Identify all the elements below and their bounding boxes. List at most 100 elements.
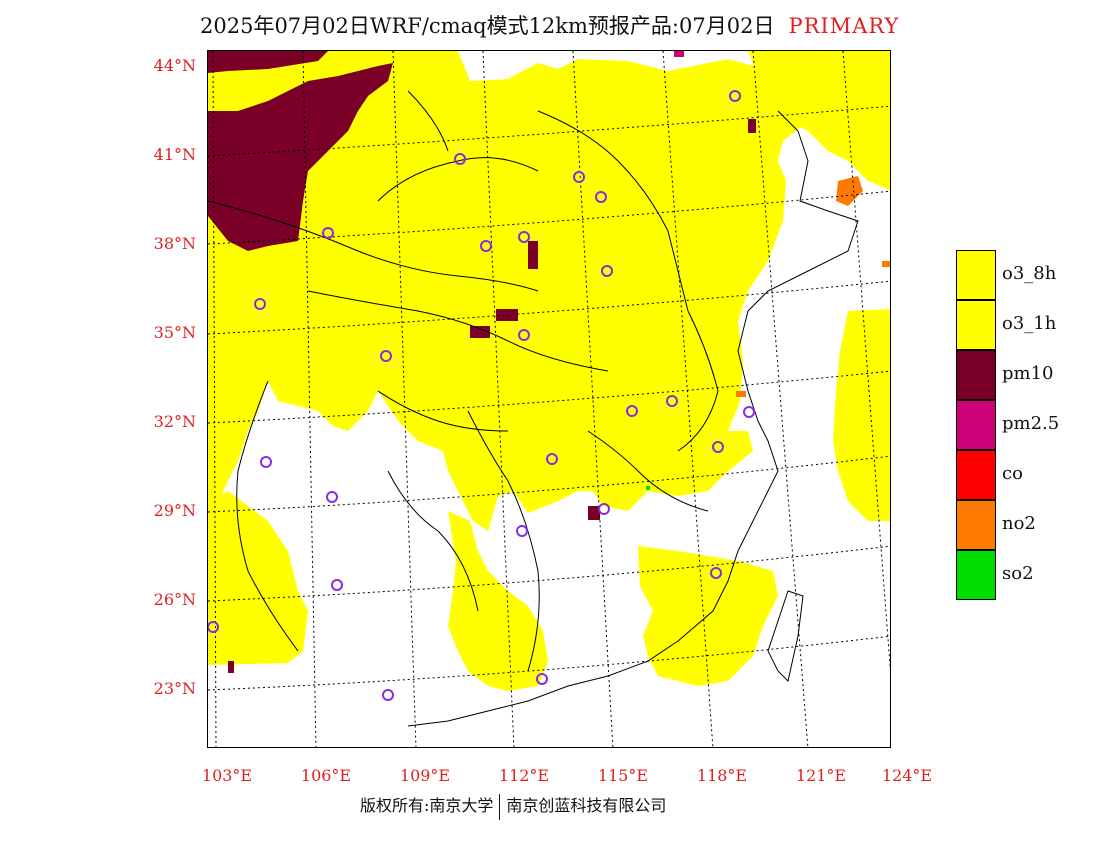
parallel-35	[208, 280, 890, 335]
legend-label-no2: no2	[1002, 513, 1036, 534]
pm10-patch-shanxi	[528, 241, 538, 269]
lon-label-115: 115°E	[597, 766, 649, 785]
copyright-footer: 版权所有:南京大学 南京创蓝科技有限公司	[360, 792, 666, 820]
pm25-patch-north	[674, 51, 684, 57]
station-marker	[331, 579, 343, 591]
station-marker	[454, 153, 466, 165]
o3-region-fujian	[638, 546, 778, 686]
o3-region-main	[208, 51, 828, 531]
o3-region-northeast	[748, 51, 890, 191]
lon-label-121: 121°E	[795, 766, 847, 785]
station-marker	[480, 240, 492, 252]
legend-swatch-o3-8h	[956, 250, 996, 300]
meridian-121	[752, 51, 809, 747]
legend-label-o3-8h: o3_8h	[1002, 263, 1057, 284]
station-marker	[536, 673, 548, 685]
border-b	[307, 290, 609, 372]
lon-label-109: 109°E	[399, 766, 451, 785]
station-marker	[601, 265, 613, 277]
forecast-map-canvas	[208, 51, 890, 747]
boundaries	[208, 90, 859, 727]
station-marker	[710, 567, 722, 579]
pm10-patch-guangxi	[228, 661, 234, 673]
border-a	[208, 200, 539, 292]
border-i	[677, 310, 719, 452]
parallel-23	[208, 635, 890, 691]
map-title-tag: PRIMARY	[788, 14, 900, 38]
pm10-region-northwest	[208, 63, 393, 251]
pm25-layer	[674, 51, 684, 57]
forecast-map	[207, 50, 891, 748]
pm10-region-topstrip	[208, 51, 328, 73]
pm10-patch-hebei	[748, 119, 756, 133]
station-marker	[626, 405, 638, 417]
copyright-right: 南京创蓝科技有限公司	[506, 796, 667, 815]
map-title: 2025年07月02日WRF/cmaq模式12km预报产品:07月02日 PRIM…	[200, 10, 899, 40]
lon-label-112: 112°E	[498, 766, 550, 785]
legend-swatch-no2	[956, 500, 996, 550]
coastline	[407, 110, 859, 727]
border-g	[236, 380, 299, 652]
lat-label-41: 41°N	[153, 145, 196, 164]
station-marker	[666, 395, 678, 407]
legend-swatch-o3-1h	[956, 300, 996, 350]
legend-swatch-pm10	[956, 350, 996, 400]
pm10-patch-henan-b	[496, 309, 518, 321]
legend-swatch-co	[956, 450, 996, 500]
legend-label-o3-1h: o3_1h	[1002, 313, 1057, 334]
lon-label-124: 124°E	[881, 766, 933, 785]
so2-patch	[646, 486, 650, 490]
station-marker	[573, 171, 585, 183]
lat-label-29: 29°N	[153, 501, 196, 520]
border-e	[587, 430, 709, 512]
station-marker	[743, 406, 755, 418]
pm10-patch-jiangxi	[588, 506, 600, 520]
station-markers	[208, 90, 755, 701]
graticule	[208, 51, 890, 747]
lon-label-103: 103°E	[201, 766, 253, 785]
legend-label-pm10: pm10	[1002, 363, 1054, 384]
station-marker	[380, 350, 392, 362]
parallel-38	[208, 190, 890, 245]
station-marker	[382, 689, 394, 701]
lat-label-35: 35°N	[153, 323, 196, 342]
o3-region-south-china	[208, 491, 308, 665]
legend-label-co: co	[1002, 463, 1023, 484]
legend-swatch-pm25	[956, 400, 996, 450]
pm10-patch-henan-a	[470, 326, 490, 338]
lat-label-26: 26°N	[153, 590, 196, 609]
pm10-layer	[208, 51, 756, 673]
parallel-26	[208, 545, 890, 602]
station-marker	[595, 191, 607, 203]
station-marker	[260, 456, 272, 468]
station-marker	[326, 491, 338, 503]
station-marker	[254, 298, 266, 310]
meridian-115	[572, 51, 614, 747]
copyright-left: 版权所有:南京大学	[360, 796, 494, 815]
o3-coverage-layer	[208, 51, 890, 691]
lat-label-44: 44°N	[153, 56, 196, 75]
border-f	[387, 470, 479, 612]
lat-label-38: 38°N	[153, 234, 196, 253]
station-marker	[516, 525, 528, 537]
border-k	[407, 90, 449, 152]
no2-layer	[736, 176, 890, 397]
station-marker	[518, 231, 530, 243]
border-d	[467, 410, 540, 672]
footer-separator	[499, 793, 501, 820]
station-marker	[712, 441, 724, 453]
border-h	[537, 110, 689, 312]
station-marker	[208, 621, 219, 633]
meridian-112	[482, 51, 515, 747]
parallel-29	[208, 455, 890, 513]
o3-region-guangdong	[448, 511, 548, 691]
legend-label-so2: so2	[1002, 563, 1034, 584]
station-marker	[518, 329, 530, 341]
station-marker	[598, 503, 610, 515]
parallel-32	[208, 370, 890, 424]
legend-swatch-so2	[956, 550, 996, 600]
meridian-124	[842, 51, 890, 672]
no2-patch-bohai	[836, 176, 863, 206]
lon-label-118: 118°E	[696, 766, 748, 785]
meridian-109	[392, 51, 417, 747]
